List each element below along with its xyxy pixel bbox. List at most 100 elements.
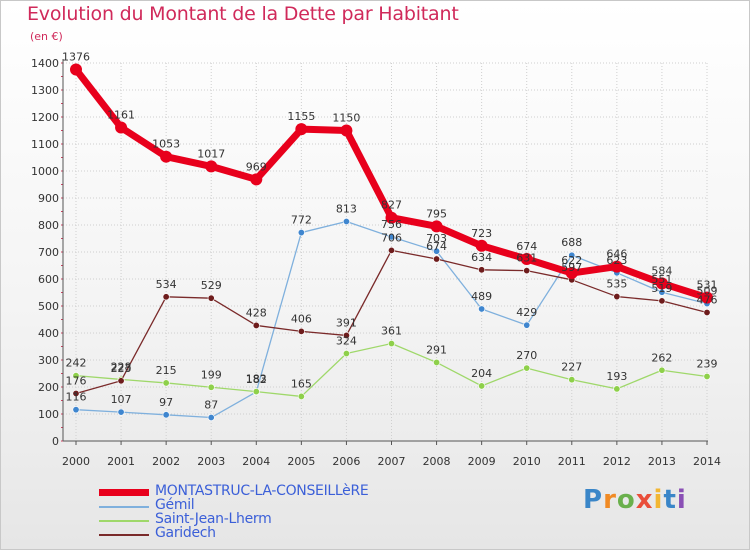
data-point	[478, 382, 486, 390]
legend-swatch	[99, 489, 149, 496]
data-label: 227	[561, 361, 582, 374]
data-label: 182	[246, 373, 267, 386]
x-tick-label: 2005	[287, 455, 315, 468]
y-tick-label: 600	[38, 273, 59, 286]
data-point	[703, 372, 711, 380]
x-tick-label: 2001	[107, 455, 135, 468]
data-label: 674	[516, 240, 537, 253]
data-label: 391	[336, 316, 357, 329]
data-label: 534	[156, 278, 177, 291]
data-point	[433, 247, 441, 255]
data-label: 509	[697, 285, 718, 298]
data-label: 756	[381, 218, 402, 231]
data-label: 428	[246, 306, 267, 319]
data-label: 622	[561, 254, 582, 267]
data-label: 772	[291, 214, 312, 227]
x-tick-label: 2002	[152, 455, 180, 468]
data-point	[117, 377, 125, 385]
data-point	[610, 260, 623, 273]
data-point	[342, 217, 350, 225]
data-label: 795	[426, 207, 447, 220]
data-label: 531	[697, 279, 718, 292]
data-point	[252, 321, 260, 329]
x-tick-label: 2010	[513, 455, 541, 468]
y-tick-label: 800	[38, 219, 59, 232]
data-point	[162, 411, 170, 419]
data-label: 634	[471, 251, 492, 264]
data-point	[162, 379, 170, 387]
data-point	[387, 246, 395, 254]
data-label: 1053	[152, 138, 180, 151]
data-point	[72, 406, 80, 414]
data-point	[297, 392, 305, 400]
data-label: 176	[66, 374, 87, 387]
data-point	[117, 408, 125, 416]
data-label: 969	[246, 160, 267, 173]
data-point	[250, 173, 263, 186]
data-label: 827	[381, 199, 402, 212]
data-label: 674	[426, 240, 447, 253]
y-tick-label: 1100	[31, 138, 59, 151]
data-label: 584	[651, 264, 672, 277]
data-point	[115, 121, 128, 134]
data-point	[205, 160, 218, 173]
data-point	[433, 358, 441, 366]
data-point	[342, 331, 350, 339]
x-tick-label: 2011	[558, 455, 586, 468]
data-point	[70, 63, 82, 76]
proxiti-logo: Proxiti	[583, 485, 687, 515]
data-label: 529	[201, 279, 222, 292]
data-point	[475, 239, 488, 252]
legend-label: Garidech	[155, 525, 216, 541]
data-point	[658, 366, 666, 374]
x-tick-label: 2012	[603, 455, 631, 468]
data-point	[613, 385, 621, 393]
data-label: 706	[381, 231, 402, 244]
legend-swatch	[99, 534, 149, 536]
data-point	[385, 211, 398, 224]
data-label: 551	[651, 273, 672, 286]
y-tick-label: 1300	[31, 84, 59, 97]
data-label: 291	[426, 343, 447, 356]
x-tick-label: 2013	[648, 455, 676, 468]
y-tick-label: 1200	[31, 111, 59, 124]
data-label: 813	[336, 202, 357, 215]
x-tick-label: 2014	[693, 455, 721, 468]
data-point	[523, 364, 531, 372]
chart-title: Evolution du Montant de la Dette par Hab…	[27, 3, 459, 25]
data-label: 1155	[287, 110, 315, 123]
data-point	[342, 350, 350, 358]
data-point	[430, 220, 443, 233]
data-point	[568, 251, 576, 259]
data-label: 1150	[332, 112, 360, 125]
data-label: 361	[381, 325, 402, 338]
data-label: 215	[156, 364, 177, 377]
data-label: 324	[336, 335, 357, 348]
data-point	[655, 277, 668, 290]
data-point	[72, 389, 80, 397]
data-label: 688	[561, 236, 582, 249]
data-point	[568, 376, 576, 384]
data-label: 623	[606, 254, 627, 267]
data-point	[478, 266, 486, 274]
data-point	[520, 253, 533, 266]
legend-label: Gémil	[155, 497, 195, 513]
data-point	[658, 297, 666, 305]
data-label: 406	[291, 312, 312, 325]
y-tick-label: 1000	[31, 165, 59, 178]
data-label: 646	[606, 248, 627, 261]
data-point	[297, 327, 305, 335]
data-label: 87	[204, 399, 218, 412]
data-point	[297, 229, 305, 237]
data-label: 270	[516, 349, 537, 362]
data-label: 262	[651, 351, 672, 364]
data-point	[565, 267, 578, 280]
data-label: 429	[516, 306, 537, 319]
y-tick-label: 700	[38, 246, 59, 259]
data-point	[433, 255, 441, 263]
data-point	[252, 388, 260, 396]
data-point	[340, 124, 353, 137]
data-label: 97	[159, 396, 173, 409]
data-label: 723	[471, 227, 492, 240]
